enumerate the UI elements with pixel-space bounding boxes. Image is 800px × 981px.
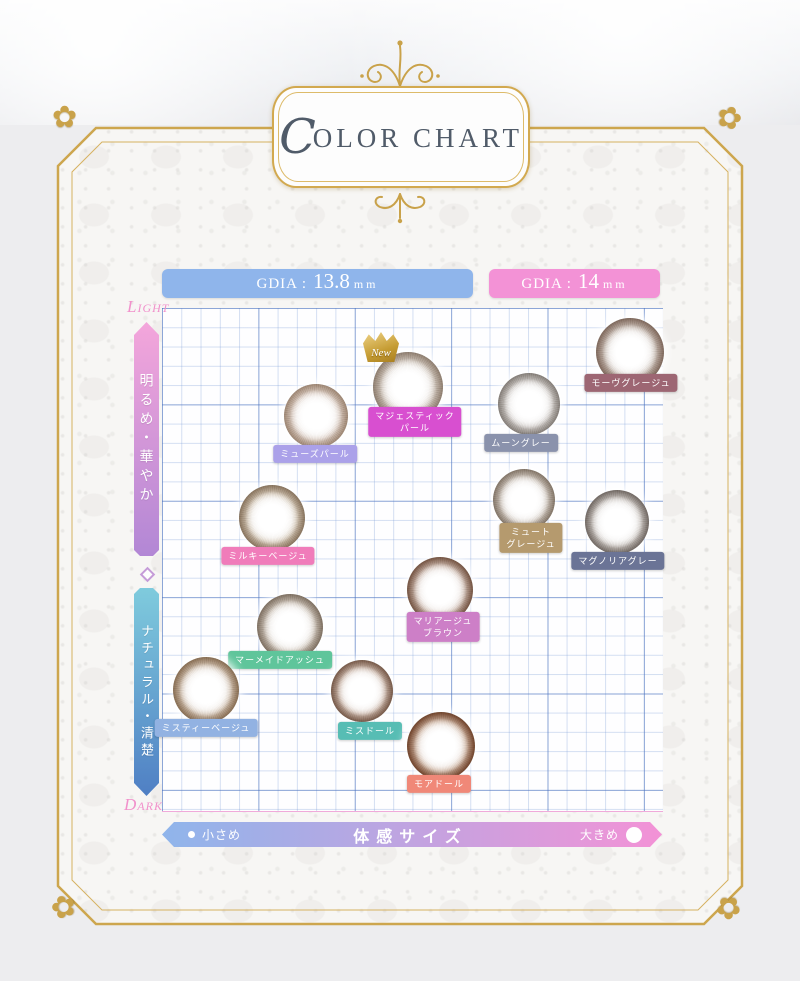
legend-pill-gdia-14: GDIA : 14 mm [489,269,660,298]
lens-label-line: モーヴグレージュ [591,377,671,388]
lens-label-line: マジェスティック [375,410,455,421]
legend-label: GDIA : [256,276,308,292]
lens-highlight [257,594,323,660]
new-badge: New [363,332,399,362]
title-rest: OLOR CHART [312,123,523,153]
lens-label-line: グレージュ [506,539,556,549]
lens-highlight [173,657,239,723]
lens-label-line: ムーングレー [491,437,551,448]
corner-ornament-icon: ✿ [52,101,78,134]
size-axis-right-label: 大きめ [579,828,619,842]
lens-label-line: ブラウン [422,628,463,638]
lens-swatch-milky-beige [239,485,305,551]
size-axis-bar: 小さめ 体感サイズ 大きめ [162,822,662,847]
lens-label-mauve-greige: モーヴグレージュ [584,373,678,393]
light-label-rest: IGHT [137,301,170,315]
lens-swatch-muse-pearl [284,384,348,448]
legend-label: GDIA : [521,276,572,292]
lens-swatch-mermaid-ash [257,594,323,660]
dark-label-rest: ARK [137,799,163,813]
dark-label-initial: D [124,795,138,814]
legend-value: 13.8 [313,269,350,293]
lens-label-mariage-brown: マリアージュ ブラウン [406,611,480,643]
lens-label-majestic-pearl: マジェスティック パール [368,406,462,438]
size-axis-right: 大きめ [580,826,642,843]
size-axis-left-label: 小さめ [202,828,242,842]
small-dot-icon [188,831,195,838]
lens-label-line: モアドール [413,778,465,789]
size-axis-left: 小さめ [188,826,241,843]
lens-swatch-misty-beige [173,657,239,723]
lens-label-line: ミューズパール [280,448,350,459]
legend-pill-gdia-13-8: GDIA : 13.8 mm [162,269,473,298]
legend-unit: mm [353,277,379,291]
lens-label-line: ミスティーベージュ [161,722,251,733]
lens-label-line: マリアージュ [413,615,473,626]
lens-swatch-misdoll [331,660,393,722]
lens-label-mute-greige: ミュート グレージュ [499,522,563,554]
corner-ornament-icon: ✿ [716,891,742,924]
title-initial: C [279,109,316,165]
lens-label-line: パール [399,423,430,433]
lens-label-line: マグノリアグレー [578,555,658,566]
axis-pill-natural-neat: ナチュラル・清楚 [134,588,159,796]
lens-highlight [331,660,393,722]
lens-label-line: ミスドール [344,725,396,736]
lens-highlight [407,712,475,780]
lens-label-moadoll: モアドール [406,774,472,794]
new-badge-label: New [371,347,391,359]
legend-value: 14 [577,269,599,293]
axis-pill-bright-gorgeous: 明るめ・華やか [134,322,159,556]
legend-unit: mm [602,277,628,291]
lens-label-milky-beige: ミルキーベージュ [221,546,315,566]
lens-label-line: ミュート [510,526,552,537]
lens-label-mermaid-ash: マーメイドアッシュ [228,650,332,670]
dark-axis-label: DARK [124,795,163,815]
lens-highlight [498,373,560,435]
lens-swatch-moon-gray [498,373,560,435]
lens-label-muse-pearl: ミューズパール [273,444,357,464]
lens-swatch-mute-greige [493,469,555,531]
lens-label-moon-gray: ムーングレー [484,433,558,453]
lens-label-line: ミルキーベージュ [228,550,308,561]
lens-swatch-moadoll [407,712,475,780]
light-label-initial: L [127,297,138,316]
title-plaque-inner-border [278,92,524,182]
lens-label-magnolia-gray: マグノリアグレー [571,551,665,571]
large-dot-icon [626,827,642,843]
lens-highlight [585,490,649,554]
lens-highlight [284,384,348,448]
corner-ornament-icon: ✿ [47,894,81,920]
light-axis-label: LIGHT [127,297,169,317]
lens-label-line: マーメイドアッシュ [235,654,325,665]
title-plaque: COLOR CHART [272,86,530,188]
lens-highlight [493,469,555,531]
size-axis-center-label: 体感サイズ [353,828,468,846]
corner-ornament-icon: ✿ [712,105,746,131]
lens-highlight [239,485,305,551]
lens-swatch-magnolia-gray [585,490,649,554]
lens-label-misdoll: ミスドール [337,721,403,741]
page-title: COLOR CHART [279,109,523,165]
lens-label-misty-beige: ミスティーベージュ [154,718,258,738]
